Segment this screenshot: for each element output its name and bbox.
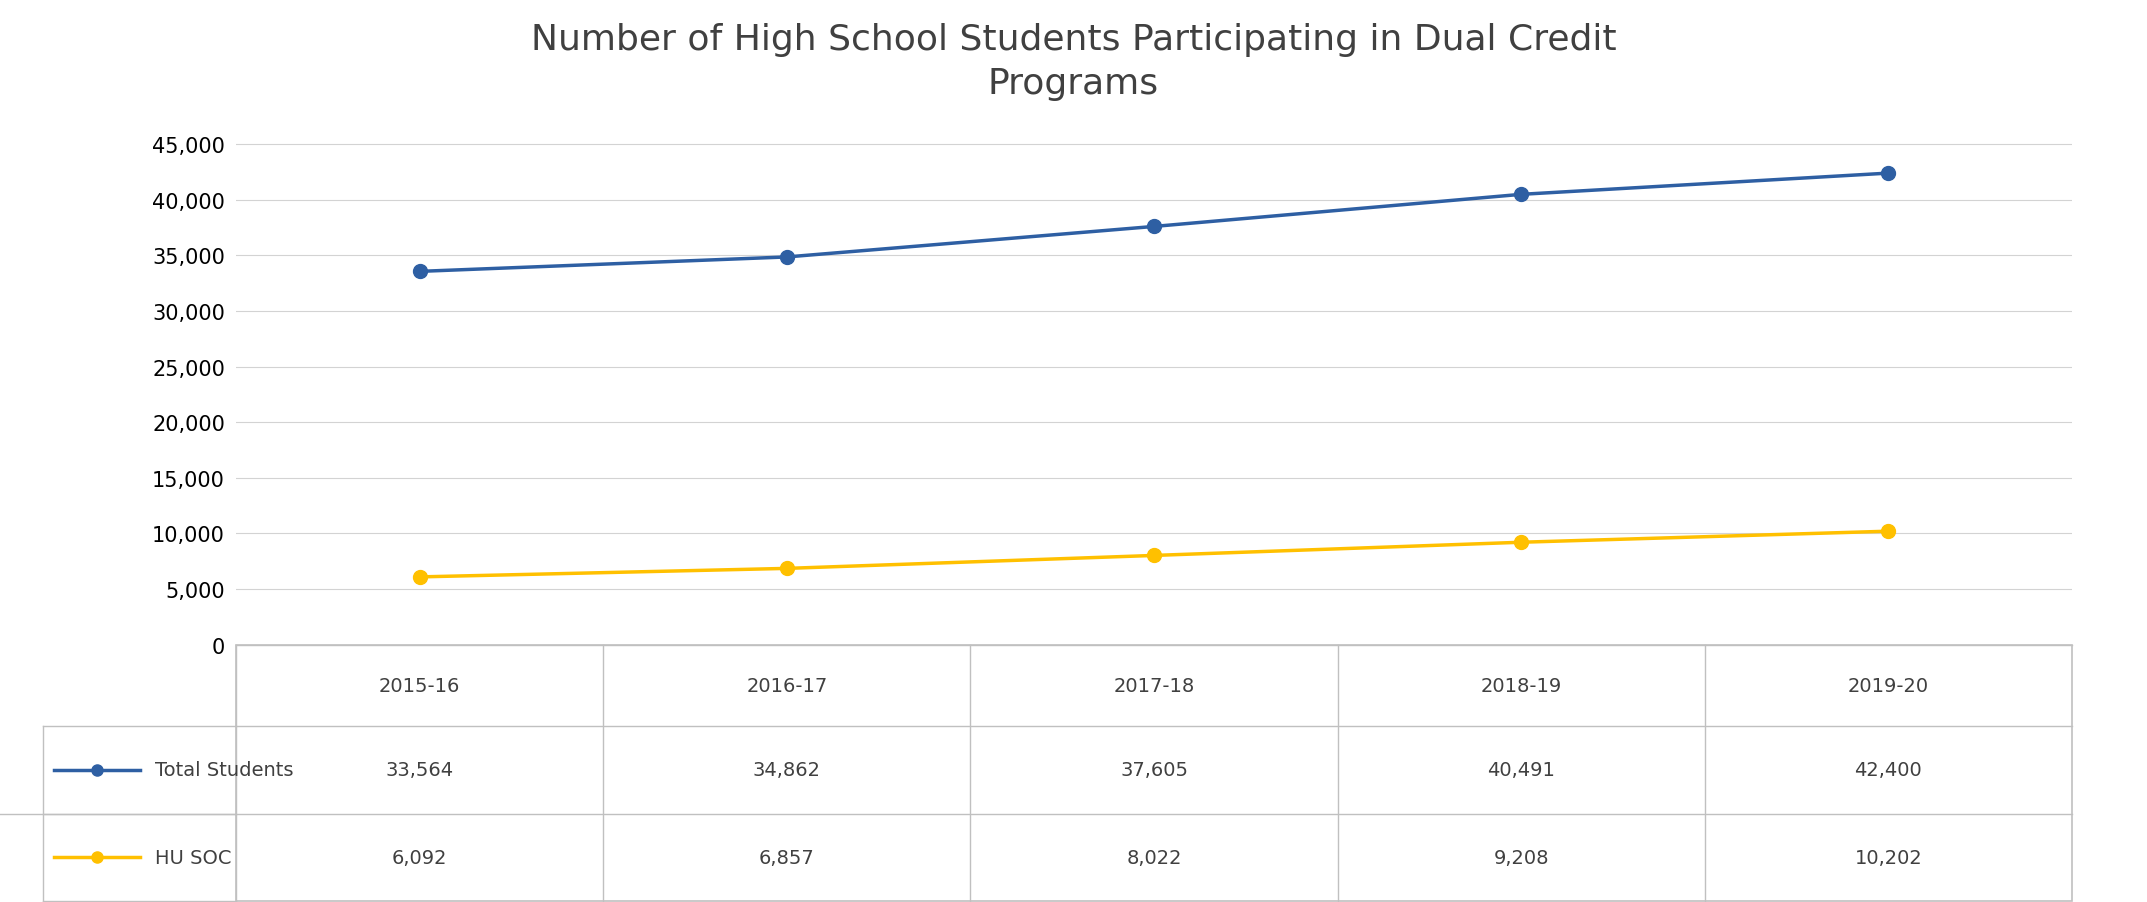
Text: 10,202: 10,202 (1855, 848, 1922, 867)
Text: 33,564: 33,564 (386, 760, 453, 779)
Text: 2018-19: 2018-19 (1481, 676, 1561, 695)
Text: 42,400: 42,400 (1855, 760, 1922, 779)
Text: 2017-18: 2017-18 (1114, 676, 1194, 695)
Text: Total Students: Total Students (155, 760, 294, 779)
Text: 40,491: 40,491 (1488, 760, 1554, 779)
Text: 9,208: 9,208 (1494, 848, 1548, 867)
Text: 6,857: 6,857 (760, 848, 814, 867)
Text: 34,862: 34,862 (754, 760, 820, 779)
Text: 6,092: 6,092 (393, 848, 447, 867)
Text: 2016-17: 2016-17 (747, 676, 827, 695)
Text: 8,022: 8,022 (1127, 848, 1181, 867)
Text: HU SOC: HU SOC (155, 848, 232, 867)
Bar (236, 645, 2072, 901)
Text: 37,605: 37,605 (1121, 760, 1187, 779)
Text: Number of High School Students Participating in Dual Credit
Programs: Number of High School Students Participa… (530, 23, 1617, 101)
Text: 2019-20: 2019-20 (1849, 676, 1928, 695)
Text: 2015-16: 2015-16 (380, 676, 459, 695)
